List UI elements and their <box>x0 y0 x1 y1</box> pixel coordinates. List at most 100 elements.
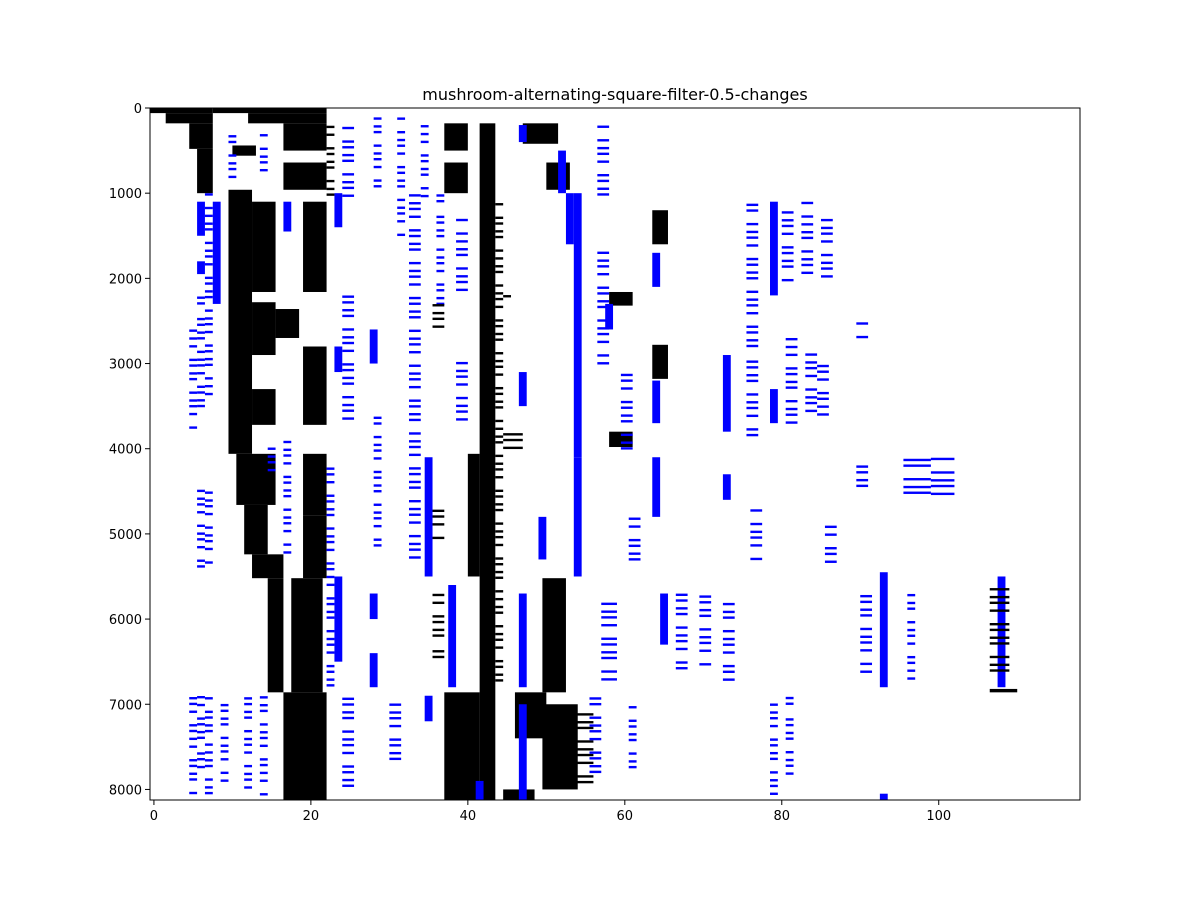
heatmap-stripe <box>408 275 421 278</box>
heatmap-stripe <box>817 391 829 395</box>
heatmap-stripe <box>326 575 335 579</box>
heatmap-stripe <box>342 363 355 366</box>
heatmap-stripe <box>420 187 429 190</box>
heatmap-stripe <box>628 765 637 769</box>
heatmap-stripe <box>620 447 633 450</box>
heatmap-stripe <box>436 296 445 300</box>
heatmap-stripe <box>495 284 504 287</box>
heatmap-stripe <box>601 678 617 681</box>
heatmap-stripe <box>189 759 198 762</box>
heatmap-stripe <box>746 290 759 294</box>
heatmap-stripe <box>373 511 382 514</box>
heatmap-stripe <box>436 199 445 203</box>
heatmap-stripe <box>770 792 778 795</box>
heatmap-stripe <box>597 193 610 196</box>
heatmap-stripe <box>373 503 382 506</box>
heatmap-stripe <box>495 679 504 682</box>
heatmap-stripe <box>389 757 402 761</box>
heatmap-stripe <box>342 743 355 747</box>
heatmap-block <box>228 189 253 454</box>
heatmap-stripe <box>326 610 335 614</box>
heatmap-stripe <box>373 449 382 452</box>
heatmap-stripe <box>573 775 594 778</box>
heatmap-stripe <box>722 678 735 681</box>
heatmap-stripe <box>589 702 602 706</box>
heatmap-stripe <box>342 703 355 706</box>
heatmap-stripe <box>597 327 610 330</box>
heatmap-stripe <box>628 525 641 528</box>
heatmap-block <box>275 309 300 338</box>
heatmap-stripe <box>197 717 205 720</box>
heatmap-stripe <box>770 711 778 714</box>
heatmap-stripe <box>781 265 794 268</box>
heatmap-stripe <box>244 702 253 706</box>
heatmap-stripe <box>746 304 759 307</box>
heatmap-stripe <box>801 201 814 205</box>
heatmap-stripe <box>628 558 641 561</box>
heatmap-stripe <box>244 751 253 754</box>
heatmap-stripe <box>373 484 382 487</box>
heatmap-stripe <box>821 218 833 222</box>
heatmap-stripe <box>989 628 1010 632</box>
heatmap-stripe <box>373 416 382 419</box>
heatmap-stripe <box>495 462 504 465</box>
heatmap-stripe <box>620 379 633 382</box>
x-tick-label: 80 <box>773 809 790 824</box>
heatmap-stripe <box>408 202 421 205</box>
heatmap-stripe <box>495 576 504 579</box>
heatmap-stripe <box>597 174 610 177</box>
heatmap-stripe <box>620 400 633 404</box>
heatmap-stripe <box>204 263 213 266</box>
heatmap-stripe <box>573 713 594 716</box>
heatmap-stripe <box>420 167 429 171</box>
heatmap-stripe <box>342 409 355 412</box>
heatmap-stripe <box>989 588 1010 591</box>
heatmap-stripe <box>750 509 763 512</box>
y-tick-label: 5000 <box>109 528 142 543</box>
heatmap-stripe <box>432 311 445 315</box>
heatmap-stripe <box>824 552 837 556</box>
heatmap-stripe <box>456 288 468 292</box>
heatmap-stripe <box>781 278 794 282</box>
heatmap-stripe <box>408 261 421 265</box>
heatmap-stripe <box>821 226 833 230</box>
heatmap-stripe <box>408 513 421 516</box>
heatmap-stripe <box>326 527 335 530</box>
heatmap-stripe <box>204 526 213 529</box>
heatmap-stripe <box>204 377 213 380</box>
heatmap-stripe <box>342 751 355 755</box>
heatmap-stripe <box>342 716 355 720</box>
heatmap-stripe <box>495 305 504 309</box>
heatmap-stripe <box>746 277 759 280</box>
heatmap-stripe <box>408 310 421 313</box>
heatmap-stripe <box>495 373 504 376</box>
heatmap-stripe <box>283 522 292 525</box>
heatmap-stripe <box>397 144 406 147</box>
heatmap-stripe <box>456 375 468 378</box>
heatmap-block <box>197 201 205 236</box>
heatmap-stripe <box>389 738 402 741</box>
heatmap-stripe <box>326 643 335 646</box>
heatmap-stripe <box>204 357 213 361</box>
heatmap-stripe <box>456 240 468 243</box>
heatmap-stripe <box>389 717 402 720</box>
heatmap-stripe <box>903 458 931 462</box>
heatmap-stripe <box>781 232 794 236</box>
heatmap-stripe <box>326 535 335 538</box>
heatmap-block <box>605 303 614 330</box>
heatmap-stripe <box>408 507 421 511</box>
heatmap-stripe <box>456 383 468 386</box>
heatmap-stripe <box>495 605 504 609</box>
heatmap-block <box>369 329 378 364</box>
heatmap-stripe <box>675 661 688 664</box>
heatmap-stripe <box>495 332 504 336</box>
heatmap-stripe <box>817 364 829 368</box>
heatmap-stripe <box>189 329 198 332</box>
heatmap-stripe <box>722 629 735 633</box>
heatmap-stripe <box>197 524 205 527</box>
y-tick-label: 8000 <box>109 783 142 798</box>
heatmap-stripe <box>503 438 523 442</box>
heatmap-stripe <box>373 524 382 528</box>
heatmap-stripe <box>197 511 205 514</box>
heatmap-stripe <box>204 710 213 714</box>
